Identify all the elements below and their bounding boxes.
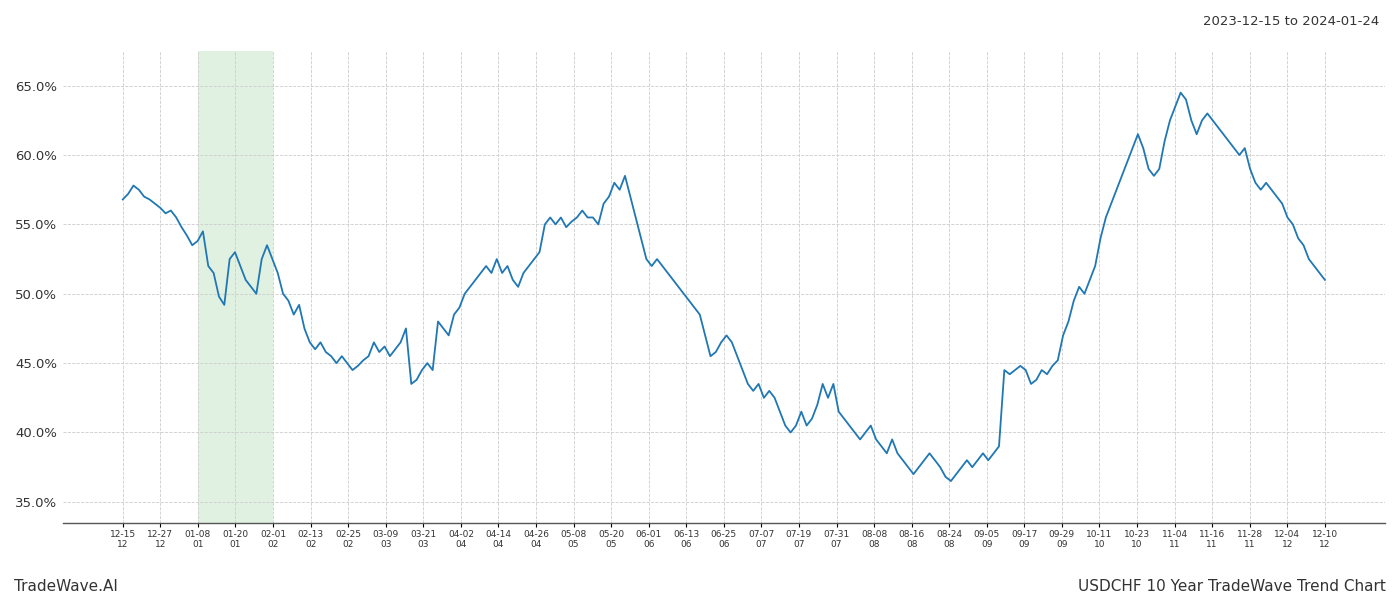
- Text: USDCHF 10 Year TradeWave Trend Chart: USDCHF 10 Year TradeWave Trend Chart: [1078, 579, 1386, 594]
- Text: TradeWave.AI: TradeWave.AI: [14, 579, 118, 594]
- Bar: [197, 51, 273, 523]
- Text: 2023-12-15 to 2024-01-24: 2023-12-15 to 2024-01-24: [1203, 15, 1379, 28]
